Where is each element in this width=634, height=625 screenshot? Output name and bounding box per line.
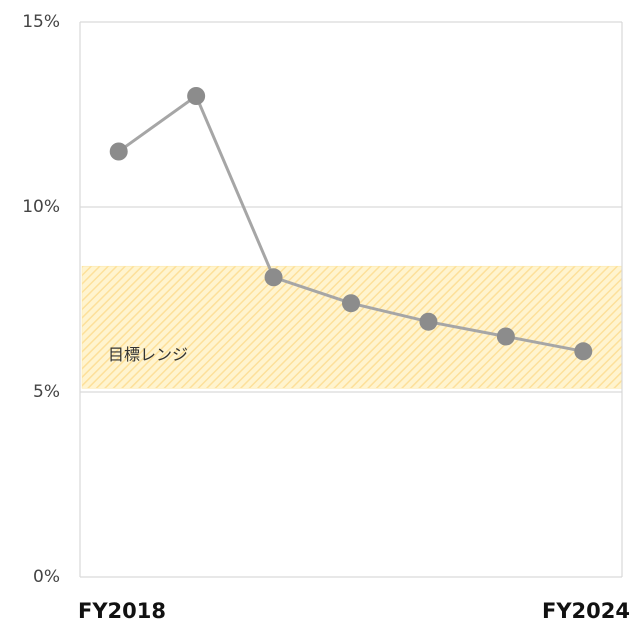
target-band: [81, 265, 623, 389]
y-tick-label: 15%: [22, 12, 60, 32]
marker: [187, 87, 206, 105]
y-tick-label: 10%: [22, 197, 60, 217]
x-tick-label: FY2018: [78, 599, 166, 623]
y-tick-label: 5%: [33, 382, 60, 402]
marker: [574, 342, 593, 361]
marker: [109, 142, 128, 161]
marker: [342, 294, 360, 313]
x-tick-label: FY2024: [542, 599, 630, 623]
target-band-label: 目標レンジ: [108, 345, 188, 364]
marker: [264, 268, 283, 287]
marker: [419, 312, 438, 331]
marker: [496, 327, 515, 346]
y-tick-label: 0%: [33, 567, 60, 587]
